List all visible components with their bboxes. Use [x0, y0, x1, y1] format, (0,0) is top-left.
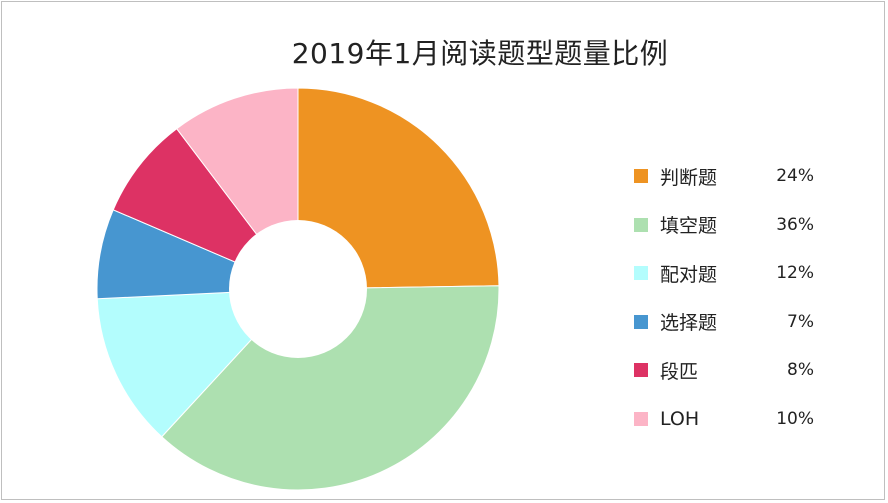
legend-value-1: 24%	[776, 166, 814, 187]
legend-value-4: 7%	[787, 311, 814, 332]
legend-swatch-6	[634, 411, 648, 426]
legend-swatch-3	[634, 266, 648, 281]
legend-swatch-4	[634, 314, 648, 329]
legend-label-2: 填空题	[660, 215, 718, 238]
legend-value-6: 10%	[776, 408, 814, 429]
legend-item-2: 填空题 36%	[634, 201, 824, 250]
legend: 判断题 24% 填空题 36% 配对题 12% 选择题 7% 段匹 8% LOH…	[634, 152, 824, 443]
chart-title: 2019年1月阅读题型题量比例	[291, 37, 669, 70]
legend-label-5: 段匹	[660, 360, 699, 383]
legend-value-3: 12%	[776, 263, 814, 284]
slice-2	[161, 285, 500, 491]
legend-item-6: LOH 10%	[634, 395, 824, 444]
legend-item-5: 段匹 8%	[634, 346, 824, 395]
legend-item-1: 判断题 24%	[634, 152, 824, 201]
legend-item-4: 选择题 7%	[634, 298, 824, 347]
donut-hole	[229, 220, 367, 358]
legend-label-1: 判断题	[660, 166, 718, 189]
slice-1	[297, 87, 500, 290]
legend-label-6: LOH	[660, 407, 700, 430]
legend-swatch-2	[634, 217, 648, 232]
legend-label-3: 配对题	[660, 263, 718, 286]
donut-chart	[96, 87, 500, 491]
legend-swatch-1	[634, 169, 648, 184]
legend-value-2: 36%	[776, 214, 814, 235]
legend-item-3: 配对题 12%	[634, 249, 824, 298]
legend-swatch-5	[634, 363, 648, 378]
legend-value-5: 8%	[787, 360, 814, 381]
legend-label-4: 选择题	[660, 312, 718, 335]
